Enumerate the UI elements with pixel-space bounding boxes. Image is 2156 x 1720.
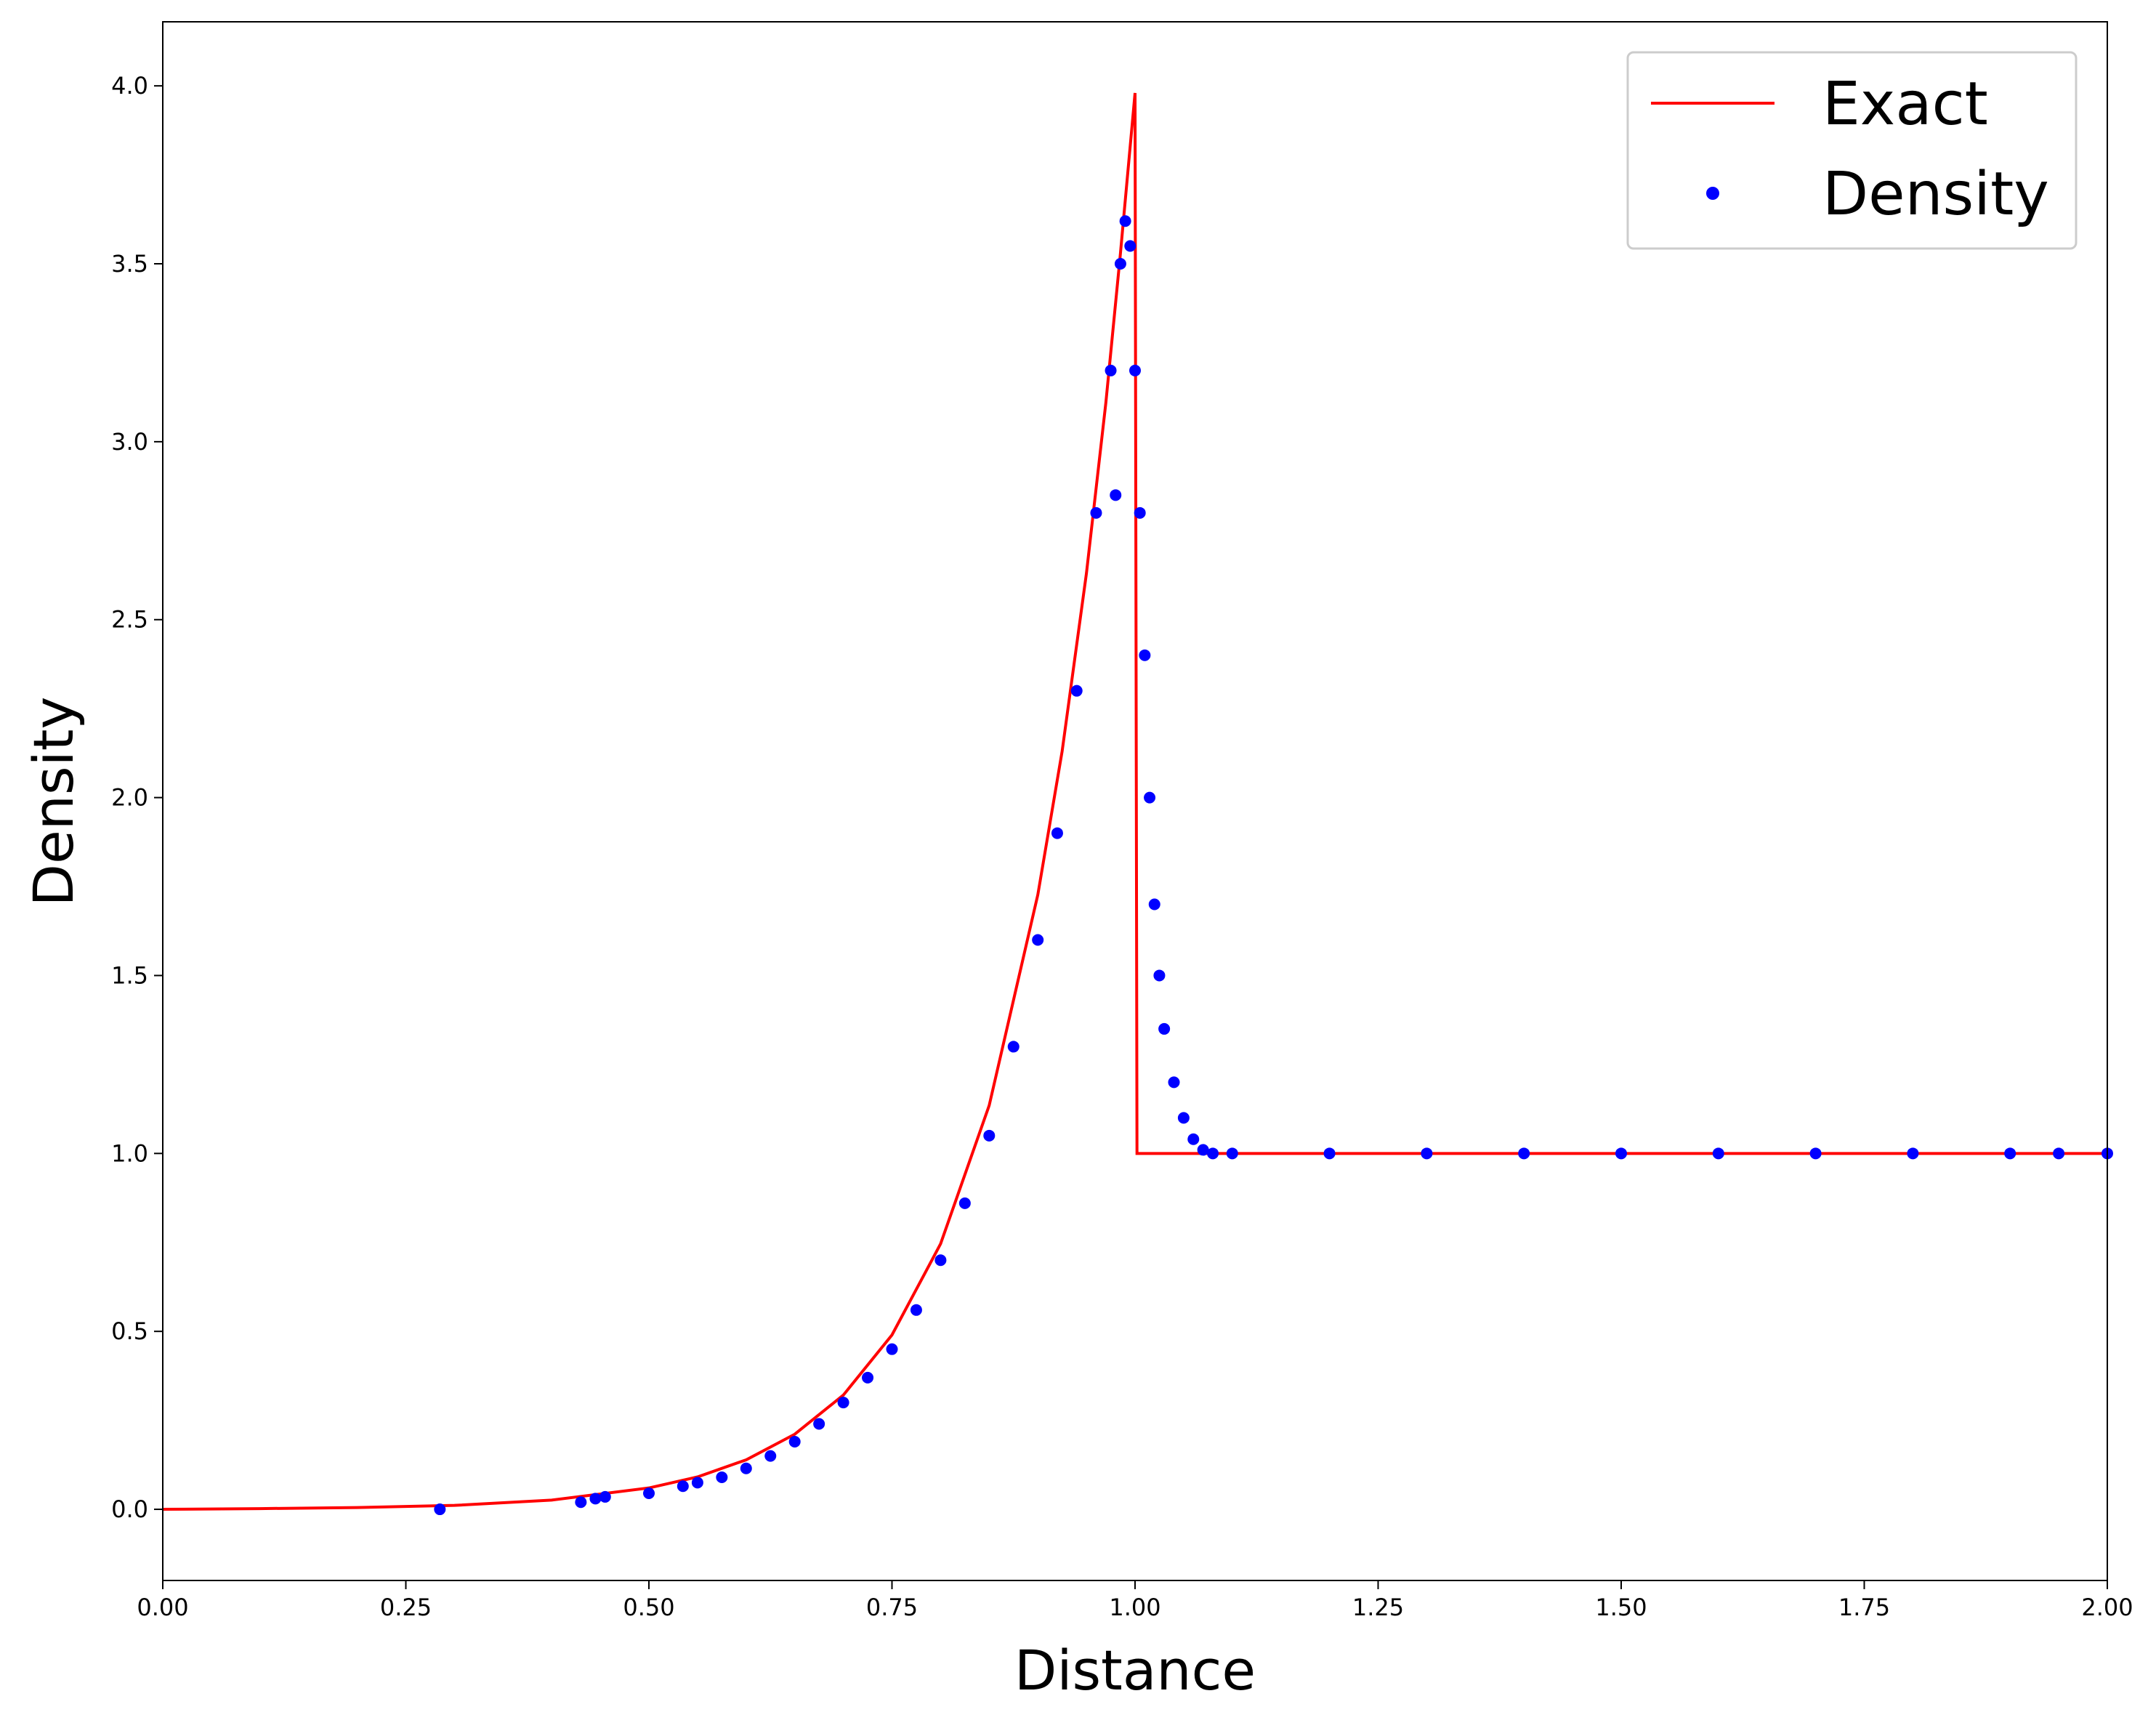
density-point <box>1197 1144 1209 1156</box>
density-point <box>1110 489 1122 501</box>
y-tick-label: 1.5 <box>111 961 148 989</box>
x-tick-label: 1.50 <box>1595 1594 1647 1621</box>
density-point <box>599 1490 611 1503</box>
y-tick-label: 1.0 <box>111 1139 148 1167</box>
density-point <box>643 1487 655 1500</box>
x-tick-label: 0.00 <box>137 1594 188 1621</box>
density-point <box>1187 1133 1200 1145</box>
density-point <box>958 1197 971 1209</box>
density-point <box>1144 791 1156 804</box>
density-point <box>1615 1147 1627 1160</box>
density-point <box>1907 1147 1919 1160</box>
density-point <box>910 1304 922 1316</box>
density-point <box>740 1462 752 1474</box>
density-point <box>434 1503 446 1516</box>
density-point <box>1114 258 1126 270</box>
density-point <box>1134 506 1146 519</box>
density-point <box>716 1471 728 1483</box>
density-point <box>1007 1041 1020 1053</box>
y-axis-label: Density <box>21 697 86 907</box>
x-tick-label: 1.25 <box>1352 1594 1404 1621</box>
density-point <box>813 1418 825 1430</box>
density-point <box>788 1436 801 1448</box>
density-point <box>589 1493 602 1505</box>
density-point <box>1129 364 1141 376</box>
density-point <box>1105 364 1117 376</box>
legend-label: Density <box>1822 160 2049 229</box>
y-tick-label: 3.0 <box>111 428 148 456</box>
density-point <box>862 1371 874 1384</box>
density-point <box>2004 1147 2016 1160</box>
y-tick-label: 3.5 <box>111 250 148 278</box>
density-point <box>1090 506 1102 519</box>
density-point <box>886 1343 898 1355</box>
density-point <box>1207 1147 1219 1160</box>
density-point <box>575 1496 587 1509</box>
density-point <box>1168 1076 1180 1089</box>
density-point <box>691 1477 703 1489</box>
x-tick-label: 1.00 <box>1109 1594 1160 1621</box>
density-point <box>983 1129 996 1142</box>
density-point <box>1421 1147 1433 1160</box>
x-tick-label: 0.75 <box>866 1594 918 1621</box>
x-tick-label: 2.00 <box>2081 1594 2133 1621</box>
exact-line <box>162 92 2107 1511</box>
y-tick-label: 2.5 <box>111 606 148 634</box>
legend-box <box>1626 51 2078 250</box>
legend-swatch <box>1706 187 1719 200</box>
density-point <box>1226 1147 1238 1160</box>
density-point <box>1712 1147 1724 1160</box>
density-point <box>1051 827 1063 839</box>
density-point <box>1518 1147 1530 1160</box>
y-tick-label: 4.0 <box>111 72 148 100</box>
density-point <box>1139 649 1151 661</box>
density-point <box>1158 1022 1171 1035</box>
density-point <box>934 1254 947 1267</box>
plot-frame <box>162 21 2108 1581</box>
density-point <box>1032 934 1044 946</box>
x-tick-label: 1.75 <box>1838 1594 1890 1621</box>
density-point <box>2053 1147 2065 1160</box>
y-tick-label: 0.5 <box>111 1317 148 1345</box>
density-point <box>1124 240 1136 252</box>
x-tick-label: 0.25 <box>380 1594 432 1621</box>
density-point <box>837 1397 849 1409</box>
density-point <box>1809 1147 1822 1160</box>
density-point <box>677 1480 689 1493</box>
density-point <box>1148 898 1160 911</box>
density-point <box>764 1450 777 1462</box>
density-point <box>1119 215 1131 227</box>
x-tick-label: 0.50 <box>623 1594 674 1621</box>
y-tick-label: 2.0 <box>111 784 148 812</box>
legend-label: Exact <box>1822 70 1988 139</box>
y-tick-label: 0.0 <box>111 1495 148 1523</box>
density-point <box>1323 1147 1336 1160</box>
density-point <box>1070 685 1083 697</box>
x-axis-label: Distance <box>1014 1638 1256 1703</box>
density-point <box>1153 969 1166 982</box>
density-point <box>1177 1112 1190 1124</box>
